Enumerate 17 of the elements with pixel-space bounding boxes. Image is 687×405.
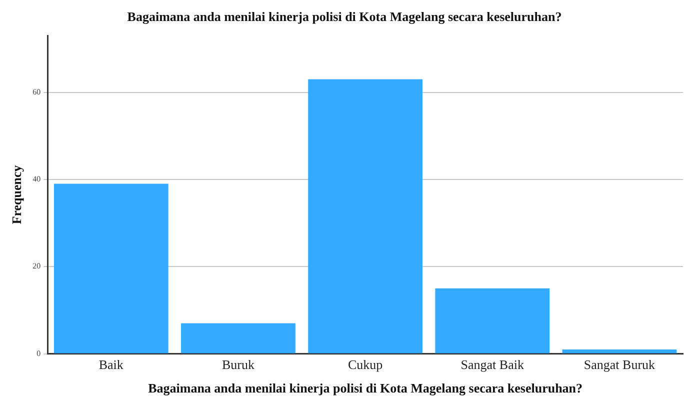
bar	[54, 184, 168, 354]
x-tick-label: Cukup	[348, 357, 383, 372]
y-tick-label: 40	[32, 174, 41, 184]
bar	[308, 79, 422, 354]
bar	[435, 288, 550, 354]
bar	[562, 349, 677, 354]
chart-title: Bagaimana anda menilai kinerja polisi di Kota Magelang secara keseluruhan?	[127, 9, 562, 24]
x-tick-label: Buruk	[222, 357, 255, 372]
y-axis-title: Frequency	[9, 164, 24, 224]
x-tick-label: Baik	[98, 357, 124, 372]
x-tick-label: Sangat Buruk	[584, 357, 656, 372]
y-tick-label: 20	[32, 262, 41, 271]
x-axis-title: Bagaimana anda menilai kinerja polisi di Kota Magelang secara keseluruhan?	[148, 380, 583, 396]
x-tick-label: Sangat Baik	[460, 357, 524, 372]
y-tick-label: 60	[32, 87, 41, 96]
bar	[181, 323, 296, 354]
y-tick-label: 0	[36, 348, 41, 358]
